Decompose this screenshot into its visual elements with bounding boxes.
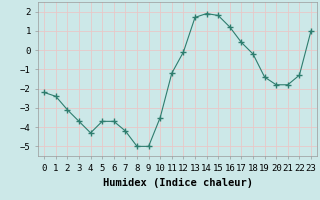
X-axis label: Humidex (Indice chaleur): Humidex (Indice chaleur) xyxy=(103,178,252,188)
